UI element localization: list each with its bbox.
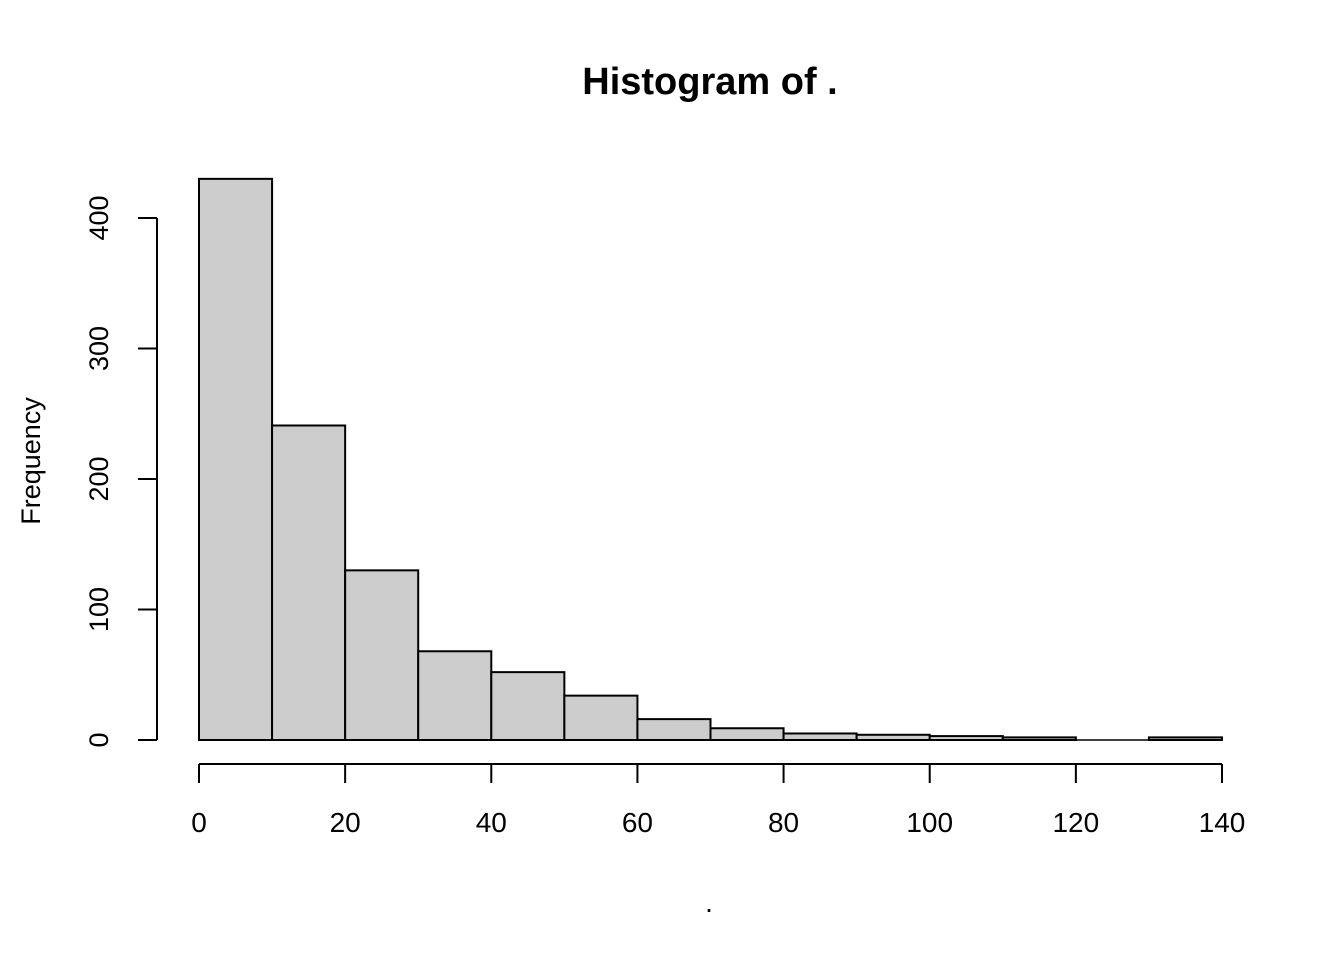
y-tick-label: 100 xyxy=(84,587,114,632)
x-tick-label: 120 xyxy=(1052,807,1099,838)
histogram-bar xyxy=(417,650,493,742)
histogram-bar xyxy=(563,694,639,742)
histogram-bar xyxy=(928,735,1004,742)
x-tick-label: 20 xyxy=(330,807,361,838)
histogram-bar xyxy=(782,732,858,741)
y-tick-label: 300 xyxy=(84,326,114,371)
y-tick-label: 0 xyxy=(84,732,114,747)
x-tick-label: 0 xyxy=(191,807,207,838)
y-tick-label: 400 xyxy=(84,195,114,240)
histogram-bar xyxy=(344,569,420,741)
histogram-bar xyxy=(855,733,931,742)
histogram-bar xyxy=(1001,736,1077,742)
x-tick-label: 60 xyxy=(622,807,653,838)
x-tick-label: 80 xyxy=(768,807,799,838)
x-axis-label: . xyxy=(705,887,713,918)
x-tick-label: 100 xyxy=(906,807,953,838)
y-tick-label: 200 xyxy=(84,456,114,501)
histogram-bar xyxy=(636,718,712,741)
x-tick-label: 140 xyxy=(1199,807,1246,838)
histogram-bar xyxy=(1147,736,1224,742)
histogram-bar xyxy=(271,424,347,741)
histogram-bar xyxy=(198,177,274,742)
axes-layer: 0 100 200 300 400 0 20 40 60 80 100 120 140 xyxy=(84,195,1245,838)
bars-layer xyxy=(198,177,1224,742)
histogram-bar xyxy=(490,671,566,742)
x-tick-label: 40 xyxy=(476,807,507,838)
chart-title: Histogram of . xyxy=(582,61,837,103)
y-axis-label: Frequency xyxy=(16,397,46,525)
histogram-bar xyxy=(709,727,785,742)
